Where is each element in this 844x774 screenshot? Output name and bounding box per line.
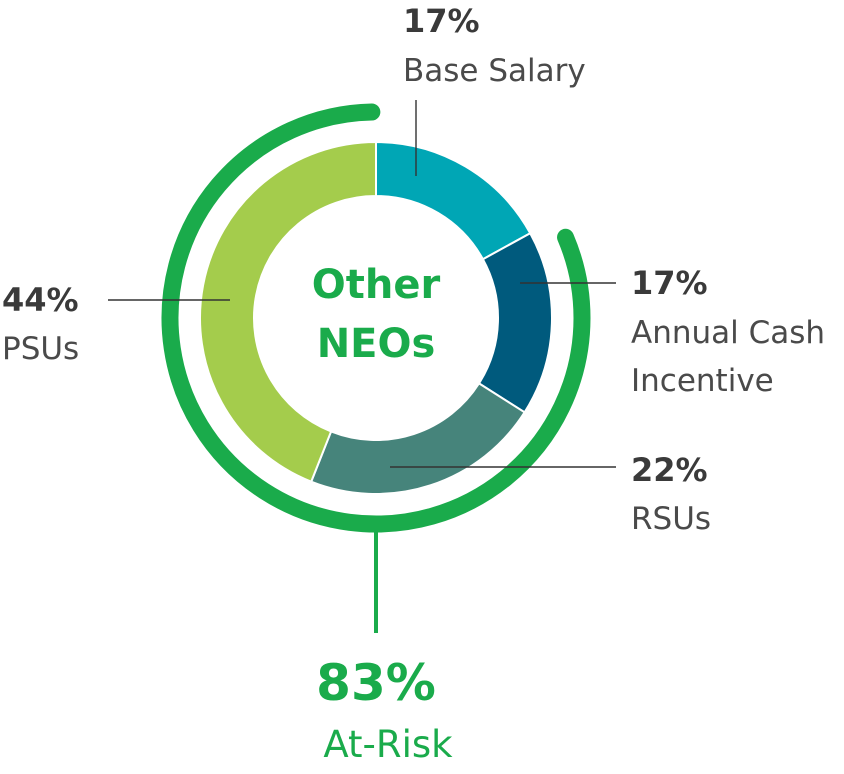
leader-lines: [108, 100, 616, 468]
chart-title-line-1: Other: [312, 262, 441, 308]
donut-slice-base-salary: [375, 140, 532, 261]
at-risk-value: 83%: [316, 654, 436, 712]
slice-label-rsus: RSUs: [631, 501, 711, 537]
donut-slice-psus: [199, 140, 377, 483]
slice-value-rsus: 22%: [631, 451, 708, 489]
at-risk-arc: [161, 103, 591, 533]
donut-slices: [199, 140, 553, 495]
donut-slice-rsus: [309, 381, 526, 495]
slice-label-base-salary: Base Salary: [403, 53, 586, 89]
at-risk-label: At-Risk: [323, 723, 453, 766]
slice-value-psus: 44%: [2, 281, 79, 319]
slice-label-psus: PSUs: [2, 331, 79, 367]
slice-value-base-salary: 17%: [403, 2, 480, 40]
slice-label-annual-cash-line-2: Incentive: [631, 363, 774, 399]
donut-slice-annual-cash-incentive: [477, 231, 553, 414]
slice-value-annual-cash: 17%: [631, 264, 708, 302]
chart-title-line-2: NEOs: [317, 321, 436, 367]
slice-label-annual-cash-line-1: Annual Cash: [631, 315, 825, 351]
